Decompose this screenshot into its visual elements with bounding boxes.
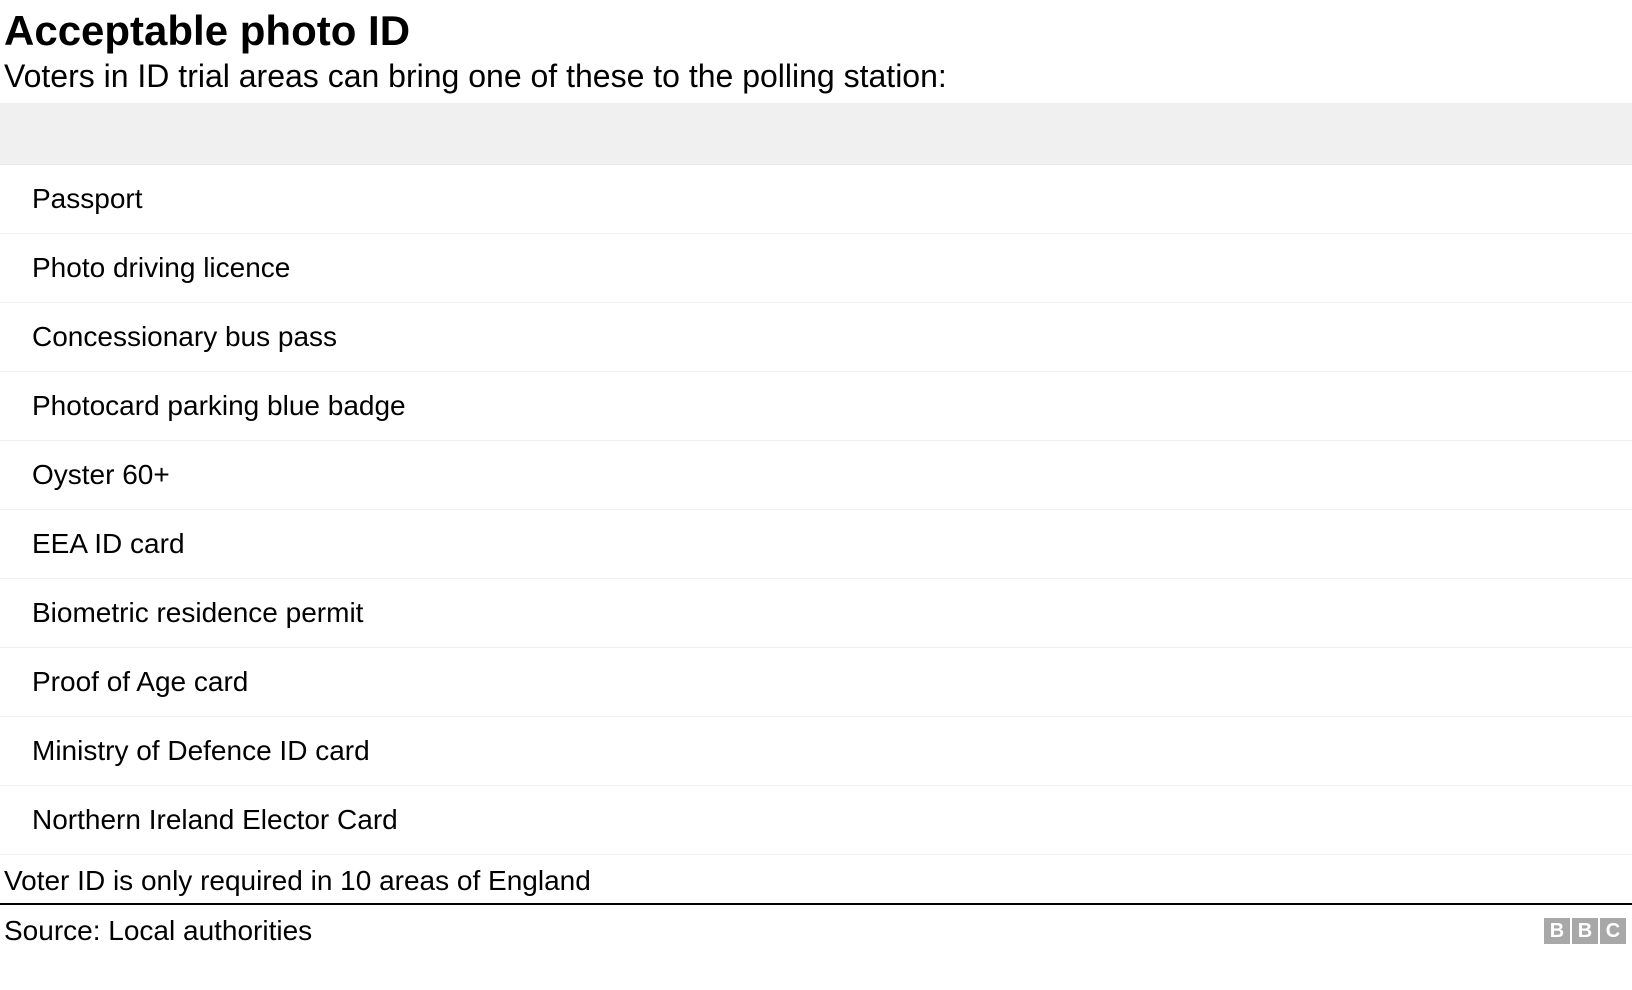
table-header-row — [0, 103, 1632, 165]
table-row: Northern Ireland Elector Card — [0, 786, 1632, 855]
table-row: Proof of Age card — [0, 648, 1632, 717]
bbc-logo-letter: C — [1600, 918, 1626, 944]
table-row: Ministry of Defence ID card — [0, 717, 1632, 786]
bbc-logo: B B C — [1544, 918, 1626, 944]
page-title: Acceptable photo ID — [0, 0, 1632, 54]
table-row: Photocard parking blue badge — [0, 372, 1632, 441]
table-row: Concessionary bus pass — [0, 303, 1632, 372]
footnote-text: Voter ID is only required in 10 areas of… — [0, 855, 1632, 905]
bbc-logo-letter: B — [1544, 918, 1570, 944]
footer-row: Source: Local authorities B B C — [0, 905, 1632, 957]
table-row: Oyster 60+ — [0, 441, 1632, 510]
bbc-logo-letter: B — [1572, 918, 1598, 944]
id-list-table: Passport Photo driving licence Concessio… — [0, 103, 1632, 855]
table-row: EEA ID card — [0, 510, 1632, 579]
table-row: Photo driving licence — [0, 234, 1632, 303]
table-row: Biometric residence permit — [0, 579, 1632, 648]
source-text: Source: Local authorities — [4, 915, 312, 947]
infographic-container: Acceptable photo ID Voters in ID trial a… — [0, 0, 1632, 957]
table-row: Passport — [0, 165, 1632, 234]
page-subtitle: Voters in ID trial areas can bring one o… — [0, 54, 1632, 103]
